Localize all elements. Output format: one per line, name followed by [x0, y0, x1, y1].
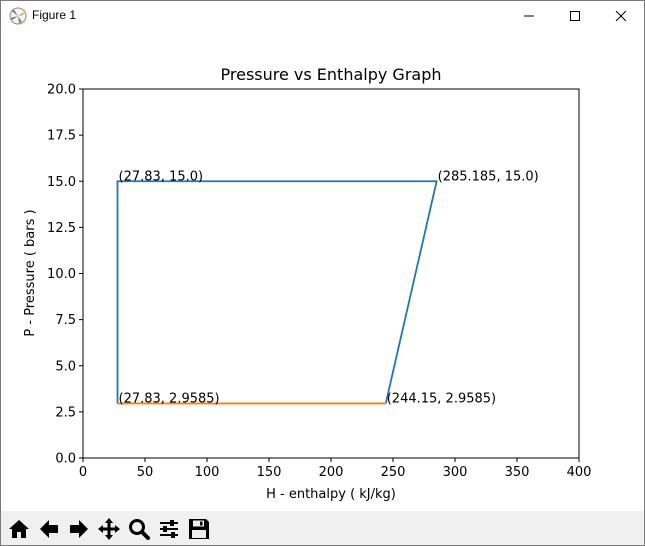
configure-subplots-button[interactable] [155, 515, 183, 543]
y-tick-label: 10.0 [47, 267, 76, 282]
data-point-annotation: (285.185, 15.0) [438, 169, 539, 184]
data-point-annotation: (244.15, 2.9585) [387, 391, 496, 406]
zoom-button[interactable] [125, 515, 153, 543]
y-tick-label: 0.0 [55, 452, 76, 467]
y-tick-label: 2.5 [55, 405, 76, 420]
y-tick-label: 5.0 [55, 359, 76, 374]
annotation-layer: (27.83, 15.0) (285.185, 15.0) (27.83, 2.95… [119, 169, 539, 406]
x-tick-label: 150 [257, 465, 282, 480]
y-tick-label: 20.0 [47, 83, 76, 98]
window-title: Figure 1 [32, 8, 77, 22]
x-axis-ticks: 0 50 100 150 200 250 300 350 400 [79, 458, 592, 480]
plot-area[interactable] [82, 88, 580, 459]
y-tick-label: 17.5 [47, 129, 76, 144]
minimize-icon [524, 15, 534, 17]
x-axis-label: H - enthalpy ( kJ/kg) [266, 487, 396, 502]
forward-button[interactable] [65, 515, 93, 543]
save-button[interactable] [185, 515, 213, 543]
arrow-right-icon [70, 520, 88, 538]
magnifier-icon [129, 519, 150, 540]
x-tick-label: 400 [567, 465, 592, 480]
title-bar[interactable]: Figure 1 [1, 1, 644, 31]
x-tick-label: 300 [443, 465, 468, 480]
matplotlib-logo-icon [9, 7, 27, 25]
y-tick-label: 7.5 [55, 313, 76, 328]
sliders-icon [160, 520, 178, 538]
data-point-annotation: (27.83, 2.9585) [119, 391, 220, 406]
home-button[interactable] [5, 515, 33, 543]
figure-canvas[interactable]: Pressure vs Enthalpy Graph (27.83, 15.0)… [1, 31, 644, 511]
y-axis-ticks: 0.0 2.5 5.0 7.5 10.0 12.5 15.0 17.5 20.0 [47, 83, 83, 467]
data-point-annotation: (27.83, 15.0) [119, 169, 204, 184]
navigation-toolbar [1, 511, 644, 545]
x-tick-label: 250 [381, 465, 406, 480]
x-tick-label: 50 [137, 465, 154, 480]
y-tick-label: 12.5 [47, 221, 76, 236]
back-button[interactable] [35, 515, 63, 543]
chart-title: Pressure vs Enthalpy Graph [221, 65, 442, 84]
arrow-left-icon [40, 520, 58, 538]
x-tick-label: 350 [505, 465, 530, 480]
close-button[interactable] [598, 1, 644, 31]
series-line-1 [116, 180, 438, 404]
y-axis-label: P - Pressure ( bars ) [23, 209, 38, 336]
home-icon [9, 520, 29, 538]
move-icon [98, 518, 120, 540]
minimize-button[interactable] [506, 1, 552, 31]
x-tick-label: 200 [319, 465, 344, 480]
y-tick-label: 15.0 [47, 175, 76, 190]
pressure-enthalpy-chart[interactable]: Pressure vs Enthalpy Graph (27.83, 15.0)… [1, 31, 644, 511]
maximize-icon [570, 11, 580, 21]
floppy-disk-icon [189, 519, 209, 539]
close-icon [615, 10, 627, 22]
x-tick-label: 100 [195, 465, 220, 480]
x-tick-label: 0 [79, 465, 87, 480]
maximize-button[interactable] [552, 1, 598, 31]
pan-button[interactable] [95, 515, 123, 543]
series-layer [116, 180, 438, 405]
